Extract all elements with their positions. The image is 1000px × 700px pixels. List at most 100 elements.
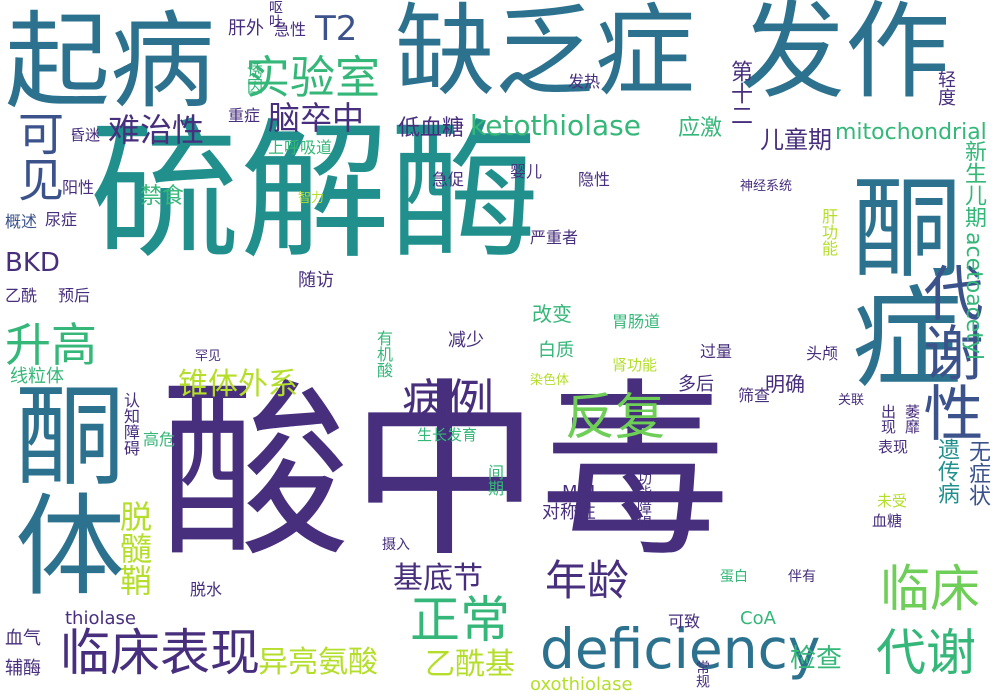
word-white-matter: 白质 [538, 340, 574, 361]
word-appear: 出现 [879, 404, 897, 434]
word-nervous-system: 神经系统 [740, 179, 793, 194]
word-dysfunction: 功能障碍 [635, 470, 653, 530]
word-acetyl: 乙酰基 [425, 647, 515, 682]
word-gastrointestinal: 胃肠道 [612, 312, 661, 331]
word-onset: 起病 [5, 1, 216, 123]
word-fasting: 禁食 [140, 184, 185, 209]
word-mitochondria-cn: 线粒体 [10, 366, 64, 387]
word-acetyl-cn: 乙酰 [5, 286, 38, 305]
word-lethargy: 萎靡 [903, 404, 921, 434]
word-ketosis: 酮症 [833, 170, 961, 390]
word-cognitive-impairment: 认知障碍 [121, 392, 140, 456]
word-acute: 急性 [274, 20, 307, 39]
word-kidney-function: 肾功能 [612, 356, 658, 374]
word-asymptomatic: 无症状 [965, 440, 990, 506]
word-manifestation: 表现 [878, 438, 909, 456]
word-upper-respiratory: 上呼吸道 [268, 138, 333, 157]
word-stroke: 脑卒中 [268, 99, 365, 137]
word-laboratory: 实验室 [245, 51, 381, 104]
word-deficiency: deficiency [540, 617, 821, 681]
word-dehydration: 脱水 [190, 580, 223, 599]
word-growth-development: 生长发育 [417, 426, 478, 444]
word-after: 多后 [678, 374, 714, 395]
word-unaffected: 未受 [877, 492, 908, 510]
word-onset-attack: 发作 [740, 0, 951, 113]
word-severe-case: 重症 [228, 106, 261, 125]
word-follow-up: 随访 [298, 270, 334, 291]
word-extrahepatic: 肝外 [228, 18, 264, 39]
word-twelfth: 第十二 [727, 60, 752, 126]
word-decrease: 减少 [448, 330, 484, 351]
word-basal-ganglia: 基底节 [393, 561, 483, 596]
word-thiolase: thiolase [65, 608, 136, 629]
word-infant: 婴儿 [510, 162, 543, 181]
word-clinical-manifestation: 临床表现 [60, 624, 260, 682]
word-interval: 间期 [485, 464, 504, 496]
word-clear: 明确 [765, 372, 805, 396]
word-visible: 可见 [11, 110, 65, 202]
word-trigger: 诱因 [244, 62, 263, 94]
word-rare: 罕见 [195, 349, 222, 364]
word-routine: 常规 [694, 660, 710, 688]
word-chromosome: 染色体 [530, 373, 570, 388]
word-coenzyme: 辅酶 [5, 658, 41, 679]
word-stress: 应激 [678, 116, 723, 141]
word-neonatal: 新生儿期 [961, 140, 986, 228]
word-deficiency-cn: 缺乏症 [395, 0, 695, 110]
word-childhood: 儿童期 [760, 126, 832, 154]
word-accompanied: 伴有 [788, 569, 816, 585]
word-blood-gas: 血气 [5, 628, 41, 649]
word-screening: 筛查 [738, 386, 771, 405]
word-acetoacetyl: acetoacetyl [961, 232, 986, 361]
word-vomiting: 呕吐 [267, 0, 283, 28]
word-association: 关联 [838, 393, 865, 408]
word-thiolase-cn: 硫解酶 [90, 106, 541, 280]
word-mild: 轻度 [935, 70, 956, 106]
word-fever: 发热 [568, 72, 601, 91]
word-symmetric: 对称性 [542, 502, 596, 523]
word-prognosis: 预后 [58, 286, 91, 305]
word-acidosis: 酸中毒 [160, 362, 731, 583]
word-hypoglycemia: 低血糖 [398, 116, 465, 141]
word-bkd: BKD [5, 248, 60, 278]
word-genetic-disease: 遗传病 [934, 438, 959, 504]
word-elevated: 升高 [5, 318, 97, 372]
word-metabolism: 代谢 [876, 624, 976, 682]
word-overview: 概述 [5, 212, 38, 231]
word-skull: 头颅 [806, 344, 839, 363]
word-ketone-body: 酮体 [0, 378, 124, 598]
word-intake: 摄入 [382, 537, 410, 553]
word-overdose: 过量 [700, 342, 733, 361]
word-coa: CoA [740, 608, 776, 629]
word-age: 年龄 [545, 556, 630, 605]
word-demyelination: 脱髓鞘 [115, 500, 153, 596]
word-liver-function: 肝功能 [819, 208, 838, 256]
word-examination: 检查 [790, 644, 843, 674]
word-organic-acid: 有机酸 [374, 330, 393, 378]
word-recurrent: 反复 [565, 388, 665, 446]
word-mri: MRI [562, 482, 596, 503]
word-extrapyramidal: 锥体外系 [178, 367, 298, 402]
word-cases: 病例 [402, 374, 494, 428]
word-can-cause: 可致 [668, 612, 701, 631]
word-high-risk: 高危 [143, 430, 176, 449]
word-coma: 昏迷 [70, 126, 101, 144]
word-uria: 尿症 [45, 210, 78, 229]
word-blood-glucose: 血糖 [872, 512, 903, 530]
word-recessive: 隐性 [578, 170, 611, 189]
word-severe-patients: 严重者 [530, 228, 579, 247]
word-isoleucine: 异亮氨酸 [258, 645, 378, 680]
word-mitochondrial: mitochondrial [835, 120, 987, 145]
word-intelligence: 智力 [298, 191, 325, 206]
word-rapid: 急促 [432, 170, 465, 189]
word-normal: 正常 [410, 591, 510, 649]
word-oxothiolase: oxothiolase [530, 674, 633, 695]
word-t2: T2 [315, 9, 358, 49]
word-clinical: 临床 [880, 560, 980, 618]
word-refractory: 难治性 [108, 111, 205, 149]
word-metabolic: 代谢性 [913, 262, 983, 442]
word-protein: 蛋白 [720, 569, 748, 585]
word-ketothiolase: ketothiolase [470, 109, 641, 142]
word-change: 改变 [532, 302, 572, 326]
